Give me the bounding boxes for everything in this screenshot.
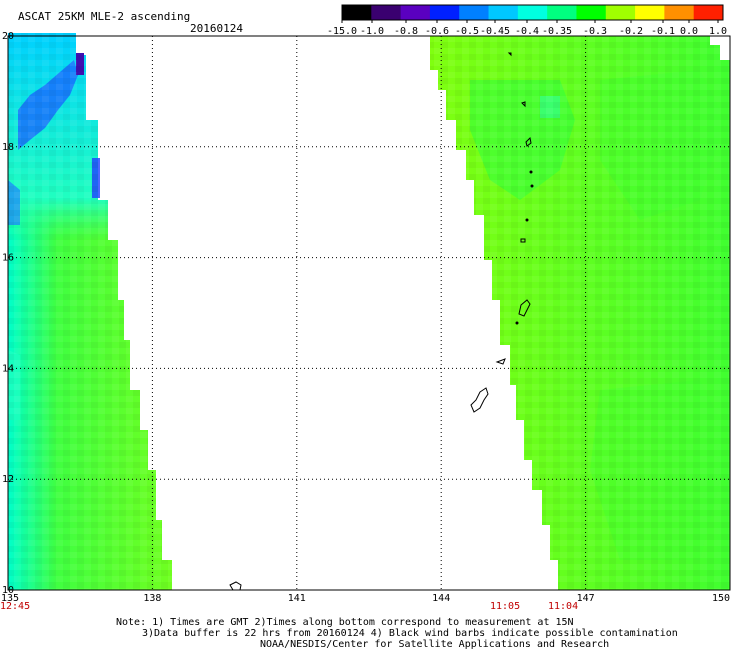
colorbar-label: -0.45	[480, 26, 510, 37]
colorbar-segment	[664, 5, 695, 20]
colorbar-label: -0.1	[651, 26, 675, 37]
coastlines	[229, 52, 534, 591]
x-tick-label: 135	[1, 593, 19, 604]
east-swath-time-2: 11:04	[548, 601, 578, 612]
colorbar-segment	[488, 5, 519, 20]
colorbar-segment	[400, 5, 431, 20]
colorbar-label: -0.8	[394, 26, 418, 37]
colorbar-label: -0.3	[583, 26, 607, 37]
east-swath-time-1: 11:05	[490, 601, 520, 612]
colorbar-segment	[605, 5, 636, 20]
x-tick-label: 138	[143, 593, 161, 604]
islet-dot	[515, 321, 519, 325]
map-title: ASCAT 25KM MLE-2 ascending	[18, 10, 190, 23]
plot-frame	[7, 35, 731, 591]
colorbar-label: -0.35	[542, 26, 572, 37]
colorbar-label: 0.0	[680, 26, 698, 37]
colorbar-segment	[693, 5, 724, 20]
colorbar-label: -0.6	[425, 26, 449, 37]
x-tick-label: 144	[432, 593, 450, 604]
colorbar-segment	[342, 5, 372, 20]
colorbar-segment	[576, 5, 607, 20]
colorbar-label: -0.5	[455, 26, 479, 37]
y-tick-label: 10	[2, 585, 14, 596]
colorbar-frame	[341, 4, 724, 21]
colorbar-labels: -15.0 -1.0 -0.8 -0.6 -0.5 -0.45 -0.4 -0.35 -0.3 -…	[327, 26, 727, 37]
y-tick-label: 18	[2, 142, 14, 153]
west-swath-time: 12:45	[0, 601, 30, 612]
colorbar	[341, 4, 724, 23]
colorbar-segment	[635, 5, 665, 20]
colorbar-label: -0.2	[619, 26, 643, 37]
colorbar-label: -15.0	[327, 26, 357, 37]
rota-coastline	[495, 358, 506, 365]
y-tick-label: 20	[2, 31, 14, 42]
y-tick-label: 14	[2, 363, 14, 374]
x-tick-label: 147	[577, 593, 595, 604]
map-date: 20160124	[190, 22, 243, 35]
plot-area	[7, 33, 731, 591]
x-tick-label: 150	[712, 593, 730, 604]
y-tick-label: 12	[2, 474, 14, 485]
colorbar-segment	[429, 5, 460, 20]
west-swath-texture	[8, 33, 172, 590]
gridlines	[8, 36, 730, 590]
colorbar-label: 1.0	[709, 26, 727, 37]
note-line-1: Note: 1) Times are GMT 2)Times along bot…	[116, 617, 574, 628]
colorbar-segment	[547, 5, 577, 20]
anatahan-coastline	[520, 238, 526, 243]
y-tick-label: 16	[2, 253, 14, 264]
pagan-coastline	[525, 136, 532, 147]
saipan-coastline	[518, 299, 531, 317]
yap-coastline	[229, 581, 242, 591]
islet-dot	[529, 170, 533, 174]
x-tick-label: 141	[288, 593, 306, 604]
x-axis-labels: 135 138 141 144 147 150	[1, 593, 730, 604]
colorbar-label: -1.0	[360, 26, 384, 37]
note-line-3: NOAA/NESDIS/Center for Satellite Applica…	[260, 639, 609, 650]
guam-coastline	[470, 387, 489, 413]
agrihan-coastline	[521, 101, 526, 108]
colorbar-segment	[459, 5, 490, 20]
islet-dot	[530, 184, 534, 188]
islet-dot	[525, 218, 529, 222]
colorbar-segment	[517, 5, 548, 20]
colorbar-label: -0.4	[515, 26, 539, 37]
note-line-2: 3)Data buffer is 22 hrs from 20160124 4)…	[142, 628, 678, 639]
farallon-coastline	[507, 52, 512, 57]
colorbar-segment	[371, 5, 402, 20]
y-axis-labels: 20 18 16 14 12 10	[2, 31, 14, 596]
east-swath-texture	[430, 36, 730, 590]
